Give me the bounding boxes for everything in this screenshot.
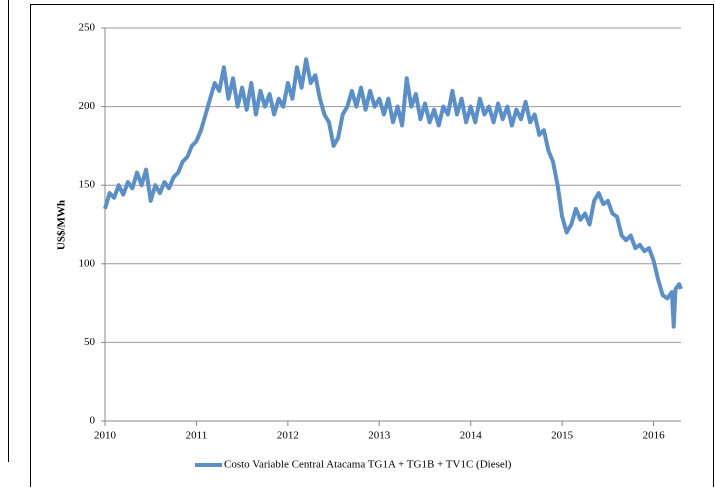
x-tick-label: 2011 [186,430,208,442]
x-tick-label: 2013 [368,430,391,442]
x-tick-label: 2012 [277,430,299,442]
y-tick-label: 50 [84,336,96,348]
y-tick-label: 100 [79,257,96,269]
x-tick-label: 2016 [643,430,666,442]
y-tick-label: 0 [90,415,96,427]
series-line [103,57,683,329]
chart-frame [30,4,714,492]
x-tick-label: 2015 [551,430,574,442]
y-axis-label: US$/MWh [56,200,68,250]
y-tick-label: 250 [79,22,96,34]
x-tick-label: 2014 [460,430,483,442]
y-tick-label: 200 [79,100,96,112]
legend-label: Costo Variable Central Atacama TG1A + TG… [224,459,512,471]
y-tick-label: 150 [79,179,96,191]
x-tick-label: 2010 [94,430,117,442]
